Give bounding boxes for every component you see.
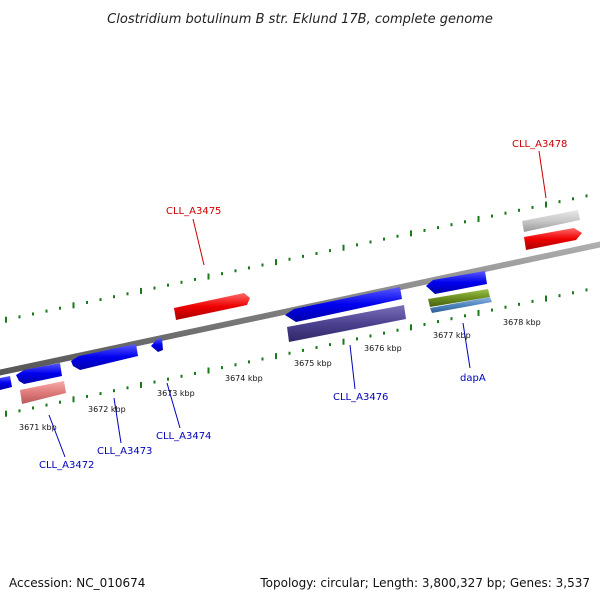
gene-label-leader-line	[166, 382, 181, 429]
genome-title: Clostridium botulinum B str. Eklund 17B,…	[107, 12, 493, 27]
gene-label[interactable]: CLL_A3475	[166, 206, 221, 217]
gene-cll-a3478-grey-arrow	[522, 210, 580, 232]
gene-cll-a3472-arrow	[16, 363, 62, 384]
gene-cll-a3478-arrow	[524, 228, 582, 250]
gene-label-leader-line	[113, 397, 122, 444]
tick-label: 3674 kbp	[225, 374, 263, 383]
gene-cll-a3476-purple-box	[287, 305, 406, 342]
genome-summary-text: Topology: circular; Length: 3,800,327 bp…	[259, 576, 590, 590]
gene-label-leader-line	[538, 150, 547, 199]
accession-text: Accession: NC_010674	[9, 576, 145, 590]
gene-dapa-olive-box	[428, 289, 490, 307]
tick-label: 3676 kbp	[364, 344, 402, 353]
gene-label[interactable]: CLL_A3476	[333, 392, 388, 403]
tick-label: 3671 kbp	[19, 423, 57, 432]
tick-label: 3673 kbp	[157, 389, 195, 398]
gene-cll-a3475-arrow	[174, 293, 250, 320]
gene-cll-a3474-arrow	[151, 338, 163, 352]
gene-label-leader-line	[192, 218, 205, 266]
tick-label: 3675 kbp	[294, 359, 332, 368]
gene-label-leader-line	[349, 344, 356, 390]
tick-label: 3678 kbp	[503, 318, 541, 327]
gene-dapa-arrow	[426, 271, 487, 294]
reverse-genes	[0, 271, 492, 404]
tick-marks: 3671 kbp 3672 kbp 3673 kbp 3674 kbp 3675 kbp…	[5, 194, 588, 432]
gene-partial-left-arrow	[0, 376, 12, 390]
gene-cll-a3473-arrow	[71, 344, 138, 370]
forward-genes	[174, 210, 582, 320]
tick-label: 3672 kbp	[88, 405, 126, 414]
gene-cll-a3472-pink-box	[20, 381, 66, 404]
gene-label[interactable]: CLL_A3478	[512, 139, 567, 150]
gene-label[interactable]: CLL_A3473	[97, 446, 152, 457]
gene-label[interactable]: CLL_A3474	[156, 431, 211, 442]
gene-label[interactable]: CLL_A3472	[39, 460, 94, 471]
tick-label: 3677 kbp	[433, 331, 471, 340]
gene-label[interactable]: dapA	[460, 373, 486, 384]
gene-label-leader-line	[48, 414, 66, 458]
gene-cll-a3476-arrow	[285, 287, 402, 322]
gene-dapa-steel-box	[430, 297, 492, 313]
gene-label-leader-line	[462, 322, 471, 369]
